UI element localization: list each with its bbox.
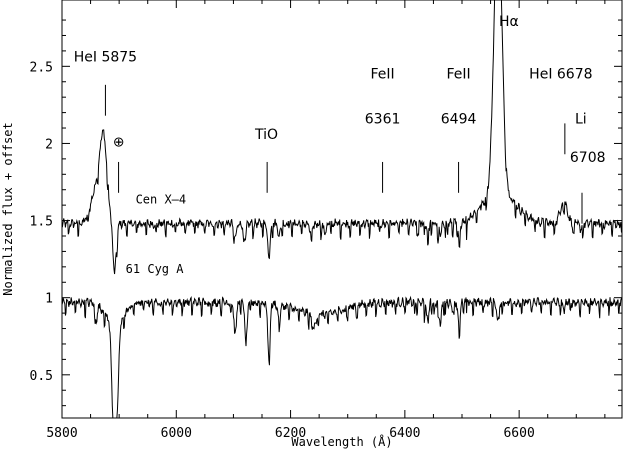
x-tick-label: 6200 <box>275 426 306 441</box>
y-tick-label: 1.5 <box>30 215 53 230</box>
x-tick-labels: 5800 6000 6200 6400 6600 <box>46 426 534 441</box>
y-tick-label: 2.5 <box>30 60 53 75</box>
x-axis-label: Wavelength (Å) <box>291 434 392 449</box>
axis-ticks <box>61 0 622 418</box>
y-tick-labels: 0.5 1 1.5 2 2.5 <box>30 60 53 383</box>
y-tick-label: 0.5 <box>30 369 53 384</box>
annotation-label: Hα <box>499 14 519 30</box>
series-line <box>61 295 623 419</box>
line-markers <box>104 84 583 224</box>
annotation-label: FeII <box>446 67 470 83</box>
y-tick-label: 2 <box>45 137 53 152</box>
annotation-label: 6361 <box>365 111 401 127</box>
annotation-label: 61 Cyg A <box>126 262 185 276</box>
line-annotations: HeI 5875 ⊕ TiO FeII 6361 FeII 6494 Hα HeI 6678 Li… <box>74 14 606 276</box>
y-tick-label: 1 <box>45 292 53 307</box>
plot-frame <box>61 0 623 419</box>
annotation-label: Cen X–4 <box>136 193 187 207</box>
x-tick-label: 6400 <box>389 426 420 441</box>
annotation-label: Li <box>575 111 587 127</box>
annotation-label: HeI 6678 <box>529 67 592 83</box>
x-tick-label: 6600 <box>503 426 534 441</box>
series-line <box>61 0 623 275</box>
annotation-label: FeII <box>370 67 394 83</box>
y-axis-label: Normalized flux + offset <box>1 122 15 295</box>
x-tick-label: 5800 <box>46 426 77 441</box>
annotation-label: ⊕ <box>113 135 125 151</box>
annotation-label: 6708 <box>570 150 606 166</box>
annotation-label: HeI 5875 <box>74 50 137 66</box>
x-tick-label: 6000 <box>161 426 192 441</box>
annotation-label: 6494 <box>441 111 477 127</box>
annotation-label: TiO <box>254 127 278 143</box>
spectra-series <box>61 0 623 419</box>
